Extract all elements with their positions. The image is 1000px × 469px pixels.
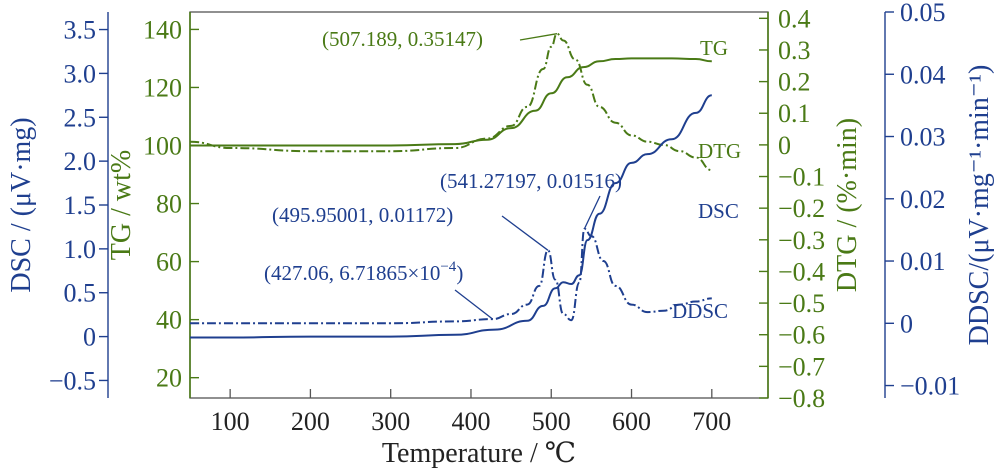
annotation-leader-line [454, 289, 494, 320]
dtg-tick-label: −0.2 [778, 194, 825, 223]
ddsc-tick-label: 0.02 [900, 185, 946, 214]
dsc-tick-label: 0 [83, 323, 96, 352]
dsc-tick-label: 3.5 [64, 16, 97, 45]
tg-axis-title: TG / wt% [106, 150, 137, 260]
dsc-tick-label: 1.0 [64, 235, 97, 264]
annotation-label: (507.189, 0.35147) [322, 27, 483, 51]
series-tg-line [189, 57, 712, 147]
tg-tick-label: 40 [156, 306, 182, 335]
series-dtg-line [189, 32, 712, 172]
dtg-tick-label: 0.4 [778, 4, 811, 33]
annotation-label: (495.95001, 0.01172) [272, 203, 453, 227]
annotation-label-end: ) [456, 261, 463, 285]
dtg-tick-label: −0.8 [778, 384, 825, 413]
ddsc-tick-label: 0 [900, 309, 913, 338]
dsc-tick-label: 3.0 [64, 59, 97, 88]
annotation-leader-line [519, 33, 558, 41]
dtg-tick-label: −0.6 [778, 321, 825, 350]
dtg-tick-label: −0.7 [778, 352, 825, 381]
dtg-tick-label: −0.1 [778, 163, 825, 192]
dtg-tick-label: −0.4 [778, 257, 825, 286]
series-label-tg: TG [700, 36, 728, 60]
tg-tick-label: 140 [143, 15, 182, 44]
tg-tick-label: 20 [156, 364, 182, 393]
x-axis-title: Temperature / ℃ [382, 438, 576, 469]
annotation-label-superscript: −4 [440, 259, 456, 275]
dtg-tick-label: 0 [778, 131, 791, 160]
series-label-dtg: DTG [698, 139, 741, 163]
x-tick-label: 500 [532, 407, 571, 436]
tg-tick-label: 100 [143, 132, 182, 161]
dtg-tick-label: −0.3 [778, 226, 825, 255]
dsc-tick-label: 1.5 [64, 191, 97, 220]
dtg-tick-label: 0.2 [778, 68, 811, 97]
series-dsc-line [189, 94, 713, 339]
annotation-leader-line [501, 215, 549, 251]
annotation-leader-line [583, 195, 601, 230]
dsc-tick-label: −0.5 [49, 366, 96, 395]
dsc-tick-label: 0.5 [64, 279, 97, 308]
x-tick-label: 100 [211, 407, 250, 436]
tg-tick-label: 120 [143, 73, 182, 102]
annotation-label-main: (427.06, 6.71865×10 [264, 261, 440, 285]
dsc-tick-label: 2.0 [64, 147, 97, 176]
ddsc-tick-label: 0.05 [900, 0, 946, 27]
series-label-dsc: DSC [698, 199, 739, 223]
dtg-tick-label: −0.5 [778, 289, 825, 318]
ddsc-tick-label: 0.03 [900, 123, 946, 152]
x-tick-label: 300 [371, 407, 410, 436]
tg-tick-label: 80 [156, 190, 182, 219]
annotation-label: (541.27197, 0.01516) [440, 169, 622, 193]
dsc-axis-title: DSC / (μV·mg) [6, 117, 37, 292]
dsc-tick-label: 2.5 [64, 103, 97, 132]
dtg-tick-label: 0.3 [778, 36, 811, 65]
series-ddsc-line [190, 227, 712, 325]
ddsc-tick-label: −0.01 [900, 372, 960, 401]
ddsc-tick-label: 0.01 [900, 247, 946, 276]
x-tick-label: 600 [612, 407, 651, 436]
x-tick-label: 400 [451, 407, 490, 436]
dtg-axis-title: DTG / (%·min) [832, 118, 863, 292]
x-tick-label: 200 [291, 407, 330, 436]
series-label-ddsc: DDSC [672, 299, 728, 323]
tg-tick-label: 60 [156, 248, 182, 277]
ddsc-axis-title: DDSC/(μV·mg⁻¹·min⁻¹) [964, 65, 995, 346]
dtg-tick-label: 0.1 [778, 99, 811, 128]
x-tick-label: 700 [692, 407, 731, 436]
ddsc-tick-label: 0.04 [900, 60, 946, 89]
annotation-label: (427.06, 6.71865×10−4) [264, 259, 463, 285]
